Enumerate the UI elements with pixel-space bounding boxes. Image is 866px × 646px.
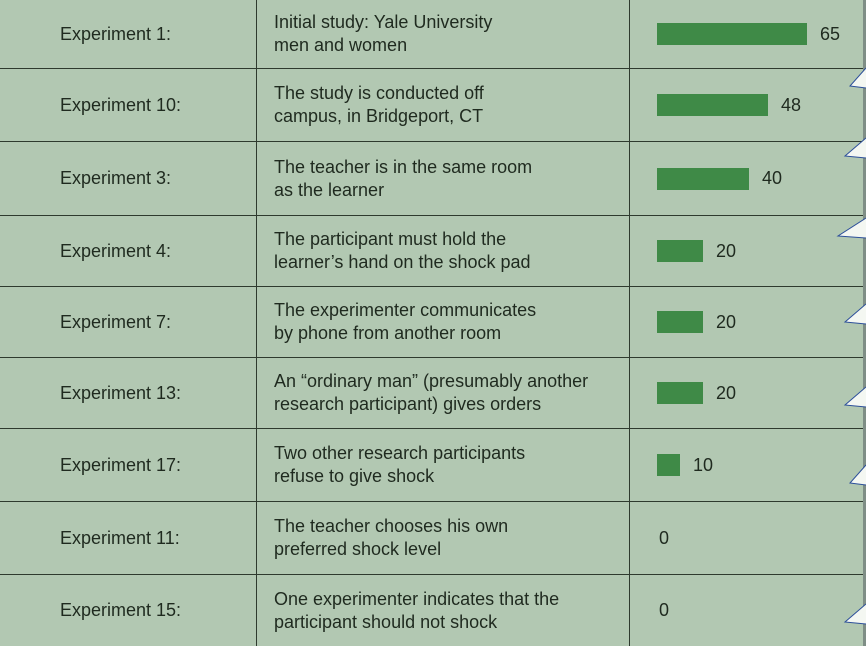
obedience-value-label: 10 [693,454,714,475]
experiment-label: Experiment 3: [60,168,172,188]
experiment-description: The teacher chooses his own preferred sh… [274,516,509,559]
experiment-description-cell: The experimenter communicates by phone f… [256,287,629,357]
experiment-description: The experimenter communicates by phone f… [274,300,537,343]
obedience-bar-cell: 40 [629,142,866,215]
experiment-label: Experiment 17: [60,454,182,475]
obedience-value-label: 20 [716,240,737,261]
table-row: Experiment 15: One experimenter indicates… [0,575,866,646]
experiment-description: The study is conducted off campus, in Br… [274,83,484,126]
obedience-bar [657,94,768,116]
obedience-value-label: 65 [820,23,841,44]
table-row: Experiment 1: Initial study: Yale Univers… [0,0,866,69]
experiment-description: Two other research participants refuse t… [274,443,526,486]
experiment-description-cell: The participant must hold the learner’s … [256,216,629,286]
experiment-description: Initial study: Yale University men and w… [274,12,493,55]
obedience-bar-cell: 10 [629,429,866,501]
experiment-description-cell: One experimenter indicates that the part… [256,575,629,646]
experiment-label: Experiment 7: [60,311,172,332]
table-row: Experiment 3: The teacher is in the same … [0,142,866,216]
experiment-label: Experiment 10: [60,94,182,115]
table-row: Experiment 13: An “ordinary man” (presuma… [0,358,866,429]
experiment-label: Experiment 15: [60,600,182,620]
obedience-value-label: 20 [716,382,737,403]
experiment-description: The teacher is in the same room as the l… [274,156,533,200]
obedience-bar-cell: 20 [629,216,866,286]
experiment-label: Experiment 4: [60,240,172,261]
obedience-bar [657,311,703,333]
table-row: Experiment 11: The teacher chooses his ow… [0,502,866,575]
obedience-bar-cell: 20 [629,287,866,357]
experiment-description-cell: The teacher is in the same room as the l… [256,142,629,215]
experiment-label: Experiment 1: [60,23,172,44]
obedience-bar [657,240,703,262]
obedience-bar [657,167,749,190]
table-row: Experiment 10: The study is conducted off… [0,69,866,142]
table-row: Experiment 7: The experimenter communicat… [0,287,866,358]
experiment-description: The participant must hold the learner’s … [274,229,531,272]
obedience-bar-cell: 20 [629,358,866,428]
experiment-label: Experiment 13: [60,382,182,403]
obedience-bar-cell: 0 [629,575,866,646]
obedience-bar [657,454,680,476]
experiment-description-cell: Initial study: Yale University men and w… [256,0,629,68]
experiment-description-cell: The study is conducted off campus, in Br… [256,69,629,141]
experiment-description-cell: An “ordinary man” (presumably another re… [256,358,629,428]
experiment-description-cell: Two other research participants refuse t… [256,429,629,501]
experiment-description: One experimenter indicates that the part… [274,588,560,632]
obedience-value-label: 40 [762,168,783,188]
obedience-bar-cell: 48 [629,69,866,141]
obedience-value-label: 48 [781,94,802,115]
obedience-bar-cell: 0 [629,502,866,574]
obedience-bar [657,23,807,45]
experiment-label: Experiment 11: [60,527,180,548]
obedience-value-label: 20 [716,311,737,332]
table-row: Experiment 4: The participant must hold t… [0,216,866,287]
experiment-description: An “ordinary man” (presumably another re… [274,371,589,414]
obedience-bar [657,382,703,404]
obedience-bar-cell: 65 [629,0,866,68]
obedience-value-label: 0 [659,600,670,620]
table-row: Experiment 17: Two other research partici… [0,429,866,502]
obedience-value-label: 0 [659,527,670,548]
experiment-description-cell: The teacher chooses his own preferred sh… [256,502,629,574]
